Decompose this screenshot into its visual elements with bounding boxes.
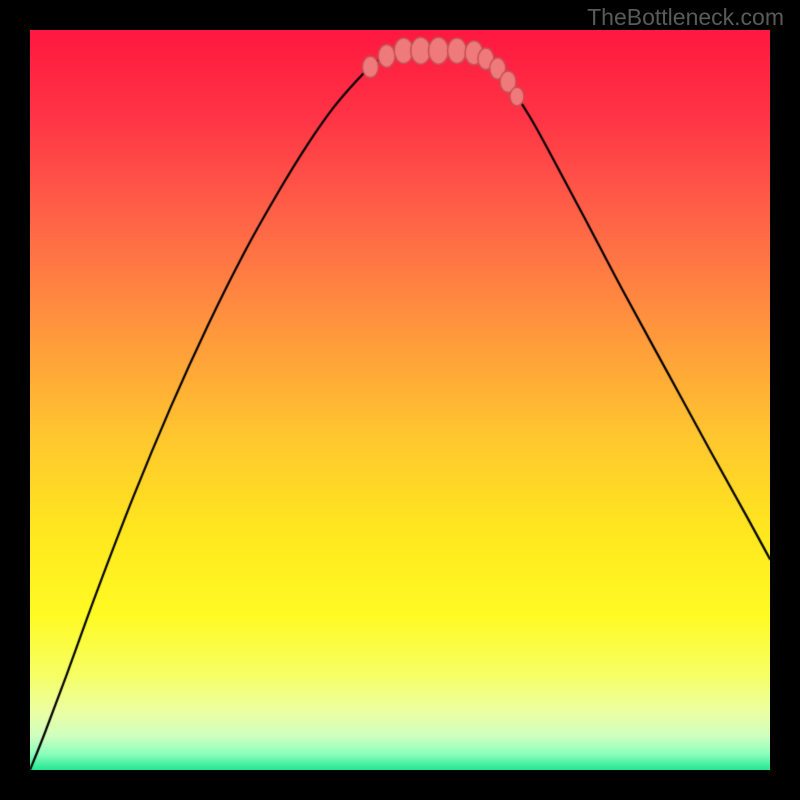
- chart-stage: TheBottleneck.com: [0, 0, 800, 800]
- watermark-text: TheBottleneck.com: [587, 4, 784, 31]
- curve-canvas: [0, 0, 800, 800]
